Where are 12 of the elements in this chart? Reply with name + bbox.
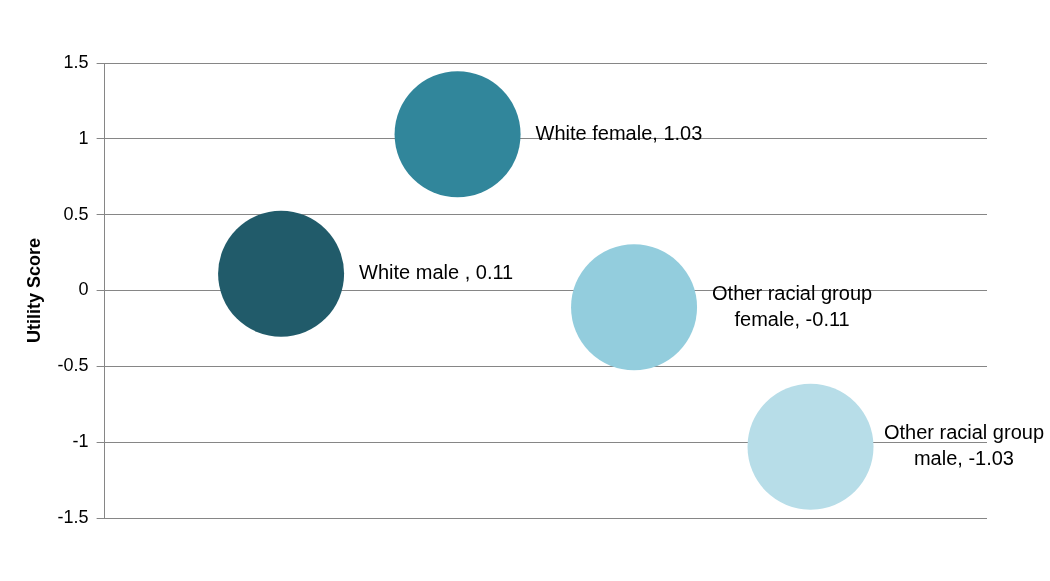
data-label: White female, 1.03	[535, 121, 703, 144]
y-tick-label: 1	[78, 127, 89, 148]
y-axis-title: Utility Score	[23, 237, 44, 344]
y-tick-label: -1	[72, 431, 89, 452]
y-tick-label: 0	[78, 279, 89, 300]
y-tick-label: 0.5	[63, 203, 89, 224]
y-tick-label: 1.5	[63, 51, 89, 72]
data-label: Other racial group female, -0.11	[712, 281, 873, 330]
data-label: Other racial group male, -1.03	[883, 421, 1044, 470]
data-label: White male , 0.11	[359, 261, 514, 284]
y-tick-label: -1.5	[57, 506, 89, 527]
y-tick-label: -0.5	[57, 355, 89, 376]
